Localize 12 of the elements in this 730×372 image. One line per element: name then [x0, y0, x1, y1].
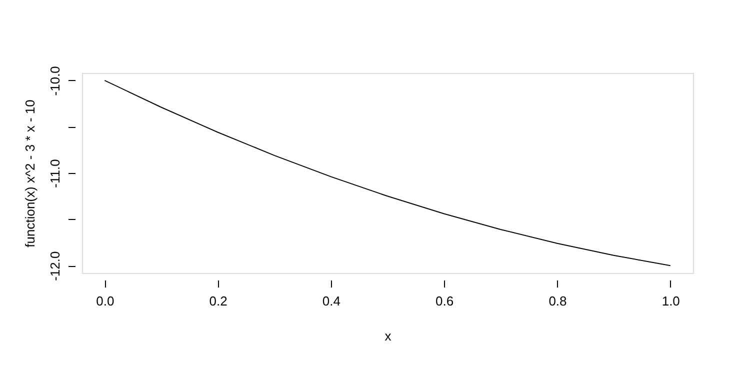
y-tick-label: -12.0 — [48, 251, 62, 281]
x-tick-label: 0.0 — [96, 294, 114, 308]
y-tick-label: -11.0 — [48, 159, 62, 188]
line-series — [104, 80, 671, 266]
x-tick-label: 1.0 — [662, 294, 680, 308]
x-tick-label: 0.2 — [209, 294, 228, 308]
x-tick-label: 0.8 — [548, 294, 567, 308]
y-axis-title: function(x) x^2 - 3 * x - 10 — [22, 100, 38, 248]
x-axis-title: x — [384, 328, 392, 344]
x-tick-label: 0.6 — [436, 294, 454, 308]
x-tick-label: 0.4 — [322, 294, 340, 308]
y-tick-label: -10.0 — [48, 66, 62, 96]
